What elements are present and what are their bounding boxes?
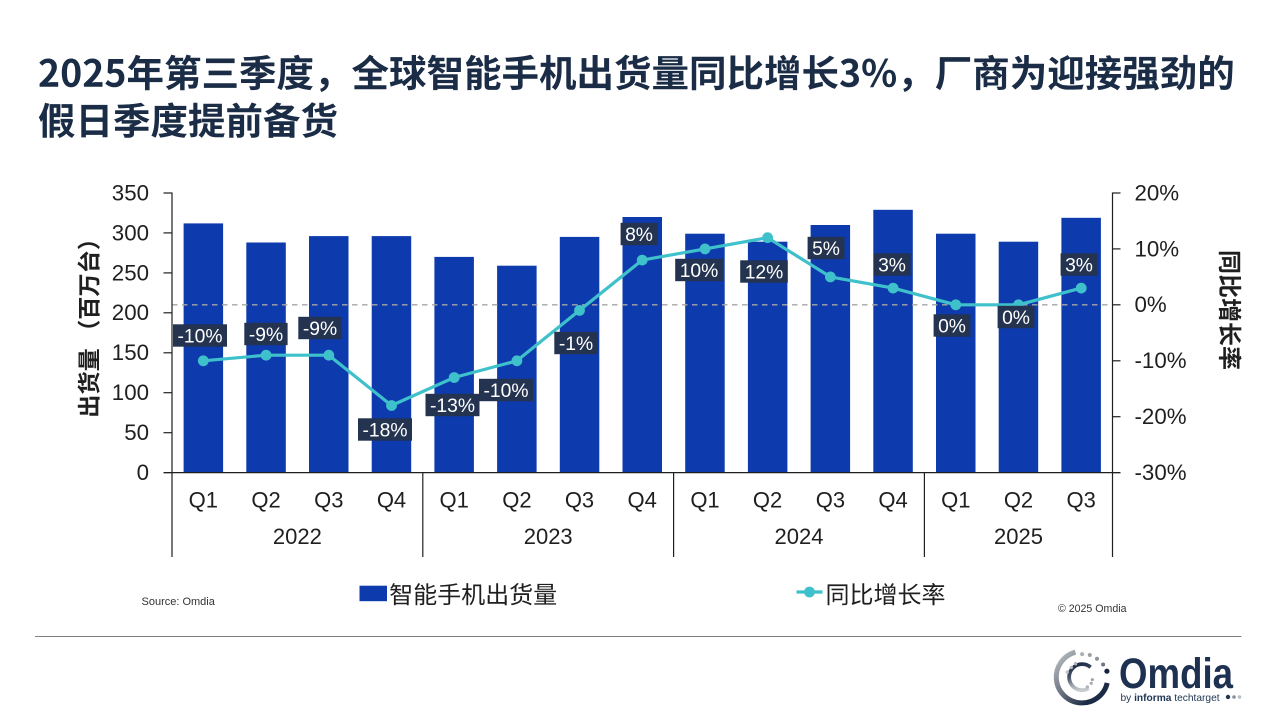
svg-text:0%: 0% — [938, 316, 966, 337]
svg-text:Q3: Q3 — [314, 488, 343, 513]
svg-text:10%: 10% — [1135, 236, 1180, 261]
svg-text:Omdia: Omdia — [1119, 651, 1233, 698]
svg-text:3%: 3% — [878, 255, 906, 276]
svg-text:-18%: -18% — [362, 420, 407, 441]
svg-text:-9%: -9% — [249, 325, 283, 346]
svg-text:250: 250 — [112, 260, 149, 285]
svg-text:Source: Omdia: Source: Omdia — [142, 596, 216, 608]
svg-text:0: 0 — [137, 460, 149, 485]
svg-text:-10%: -10% — [483, 381, 528, 402]
svg-text:by informa techtarget: by informa techtarget — [1121, 693, 1220, 704]
svg-text:0%: 0% — [1135, 292, 1167, 317]
svg-text:Q3: Q3 — [565, 488, 594, 513]
svg-text:2022: 2022 — [273, 524, 322, 549]
svg-text:Q4: Q4 — [628, 488, 657, 513]
svg-text:100: 100 — [112, 380, 149, 405]
svg-text:200: 200 — [112, 300, 149, 325]
svg-text:Q2: Q2 — [251, 488, 280, 513]
svg-text:12%: 12% — [745, 262, 784, 283]
svg-text:-20%: -20% — [1135, 404, 1187, 429]
svg-text:20%: 20% — [1135, 180, 1180, 205]
svg-text:-13%: -13% — [430, 396, 475, 417]
svg-text:50: 50 — [124, 420, 149, 445]
svg-text:-1%: -1% — [559, 334, 593, 355]
svg-text:Q4: Q4 — [878, 488, 907, 513]
svg-text:Q1: Q1 — [941, 488, 970, 513]
svg-text:Q4: Q4 — [377, 488, 406, 513]
svg-text:Q2: Q2 — [1004, 488, 1033, 513]
svg-text:8%: 8% — [625, 225, 653, 246]
svg-text:3%: 3% — [1065, 255, 1093, 276]
svg-text:Q3: Q3 — [816, 488, 845, 513]
svg-text:2024: 2024 — [775, 524, 824, 549]
svg-text:-9%: -9% — [303, 319, 337, 340]
svg-text:350: 350 — [112, 180, 149, 205]
svg-text:2023: 2023 — [524, 524, 573, 549]
svg-text:150: 150 — [112, 340, 149, 365]
svg-text:Q1: Q1 — [189, 488, 218, 513]
svg-text:2025: 2025 — [994, 524, 1043, 549]
svg-text:Q2: Q2 — [502, 488, 531, 513]
svg-text:Q1: Q1 — [440, 488, 469, 513]
svg-text:-30%: -30% — [1135, 460, 1187, 485]
svg-text:300: 300 — [112, 220, 149, 245]
svg-text:0%: 0% — [1002, 308, 1030, 329]
svg-text:5%: 5% — [812, 239, 840, 260]
svg-text:-10%: -10% — [177, 326, 222, 347]
svg-text:-10%: -10% — [1135, 348, 1187, 373]
svg-text:Q3: Q3 — [1067, 488, 1096, 513]
svg-text:© 2025 Omdia: © 2025 Omdia — [1058, 603, 1127, 615]
svg-text:10%: 10% — [680, 261, 719, 282]
svg-text:Q1: Q1 — [690, 488, 719, 513]
svg-text:Q2: Q2 — [753, 488, 782, 513]
